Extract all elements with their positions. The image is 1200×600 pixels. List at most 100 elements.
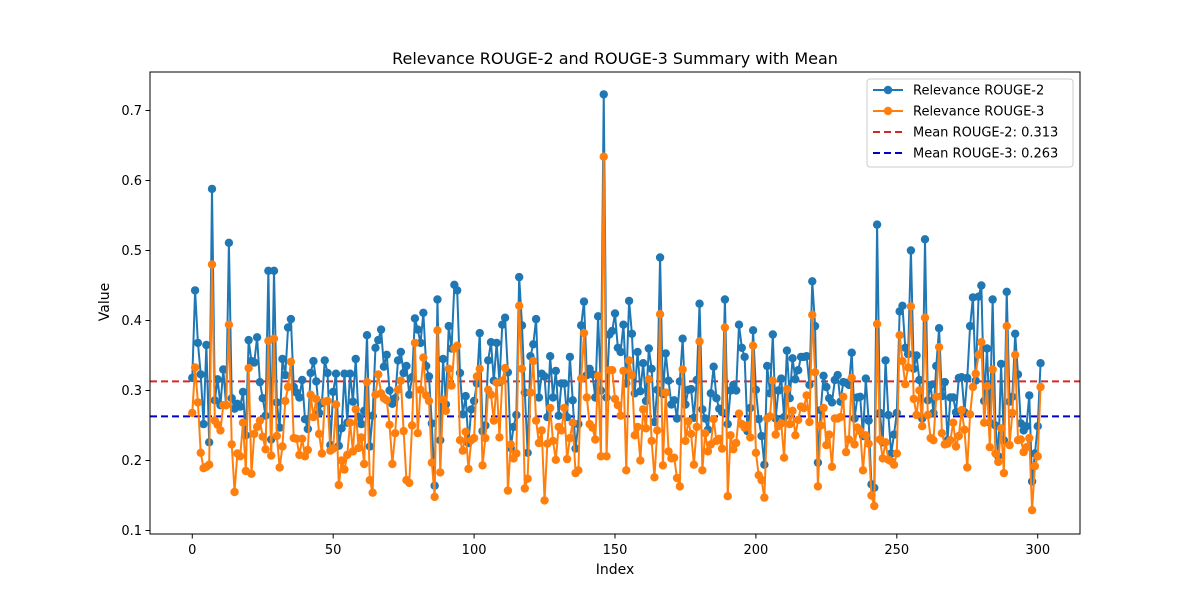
series-2-point — [303, 445, 313, 455]
series-1-point — [706, 389, 716, 398]
series-1-point — [424, 372, 434, 381]
x-tick-label: 0 — [188, 543, 196, 558]
series-1-point — [374, 335, 383, 345]
series-2-point — [224, 320, 234, 329]
series-2-point — [365, 475, 375, 485]
series-2-point — [602, 452, 611, 461]
series-2-point — [839, 392, 848, 401]
series-1-point — [678, 334, 687, 343]
series-2-point — [1005, 440, 1014, 450]
series-2-point — [436, 468, 445, 477]
series-2-point — [390, 429, 400, 438]
legend-entry-1: Relevance ROUGE-2 — [873, 84, 1044, 99]
series-2-point — [362, 377, 372, 387]
series-2-point — [726, 431, 735, 440]
series-1-point — [901, 343, 910, 352]
series-2-point — [312, 394, 321, 404]
series-2-point — [906, 302, 916, 311]
series-2-point — [221, 401, 231, 410]
series-2-point — [946, 436, 955, 445]
series-2-point — [734, 409, 744, 418]
series-2-point — [731, 438, 741, 448]
series-2-point — [357, 433, 366, 442]
series-2-point — [351, 405, 360, 414]
series-1-point — [278, 354, 287, 364]
series-2-point — [808, 310, 817, 320]
series-1-point — [1036, 359, 1045, 368]
series-2-point — [534, 438, 544, 448]
series-2-point — [923, 410, 933, 420]
y-tick-label: 0.6 — [121, 174, 142, 189]
series-1-point — [554, 411, 563, 420]
series-2-point — [261, 445, 270, 454]
series-1-point — [461, 391, 470, 401]
y-tick-label: 0.4 — [121, 314, 142, 329]
x-tick-label: 250 — [884, 543, 909, 558]
series-2-point — [720, 323, 730, 332]
series-2-point — [393, 385, 403, 394]
series-2-point — [469, 433, 479, 443]
series-2-point — [793, 415, 803, 425]
series-2-point — [475, 364, 484, 373]
series-1-point — [977, 281, 986, 290]
series-1-point — [934, 324, 944, 333]
series-1-point — [881, 356, 890, 365]
series-2-point — [861, 431, 871, 440]
series-2-point — [464, 464, 473, 474]
series-2-point — [269, 334, 279, 343]
series-1-point — [331, 369, 341, 378]
series-1-point — [760, 460, 769, 469]
series-2-point — [286, 357, 296, 366]
series-2-point — [748, 341, 758, 350]
series-2-point — [768, 376, 778, 385]
series-2-point — [227, 440, 236, 449]
series-1-point — [898, 301, 907, 310]
y-tick-label: 0.1 — [121, 524, 142, 539]
series-2-point — [489, 416, 499, 425]
series-2-point — [359, 459, 369, 469]
series-1-point — [320, 356, 329, 365]
legend-box — [866, 78, 1074, 168]
series-2-point — [396, 376, 406, 385]
series-2-point — [1016, 435, 1026, 444]
series-2-point — [314, 429, 324, 439]
legend-label: Mean ROUGE-2: 0.313 — [913, 126, 1058, 141]
series-2-point — [557, 426, 566, 435]
series-1-point — [509, 422, 518, 432]
series-2-point — [374, 370, 383, 379]
series-2-point — [526, 388, 535, 397]
series-1-point — [458, 410, 468, 419]
series-2-point — [368, 488, 377, 497]
series-2-point — [281, 396, 290, 406]
series-1-point — [720, 295, 730, 304]
series-1-point — [219, 365, 228, 374]
series-2-point — [1030, 461, 1040, 471]
series-2-point — [979, 418, 989, 427]
series-2-point — [266, 451, 276, 460]
series-1-point — [560, 379, 569, 388]
series-2-point — [661, 388, 670, 397]
series-2-point — [695, 337, 704, 346]
series-2-point — [430, 492, 439, 502]
series-1-point — [250, 358, 259, 367]
series-2-point — [957, 405, 966, 415]
series-2-point — [188, 408, 197, 418]
series-1-point — [199, 419, 208, 429]
series-2-point — [458, 446, 468, 455]
series-1-point — [926, 380, 935, 390]
series-2-point — [317, 449, 327, 458]
series-2-point — [630, 431, 639, 440]
series-2-point — [889, 460, 899, 469]
series-2-point — [920, 313, 930, 322]
series-2-point — [591, 435, 600, 444]
series-1-point — [627, 329, 637, 338]
series-2 — [188, 152, 1045, 515]
series-2-point — [190, 363, 200, 372]
series-1-point — [861, 374, 871, 383]
series-2-point — [599, 152, 608, 161]
series-2-point — [650, 473, 659, 482]
series-1-point — [444, 321, 453, 331]
series-2-point — [765, 412, 775, 421]
series-2-point — [545, 403, 555, 413]
axis-layer: 0 50 100 150 200 250 300 0.1 0.2 0.3 0.4 0.5 0.6 0.7 — [121, 71, 1081, 558]
